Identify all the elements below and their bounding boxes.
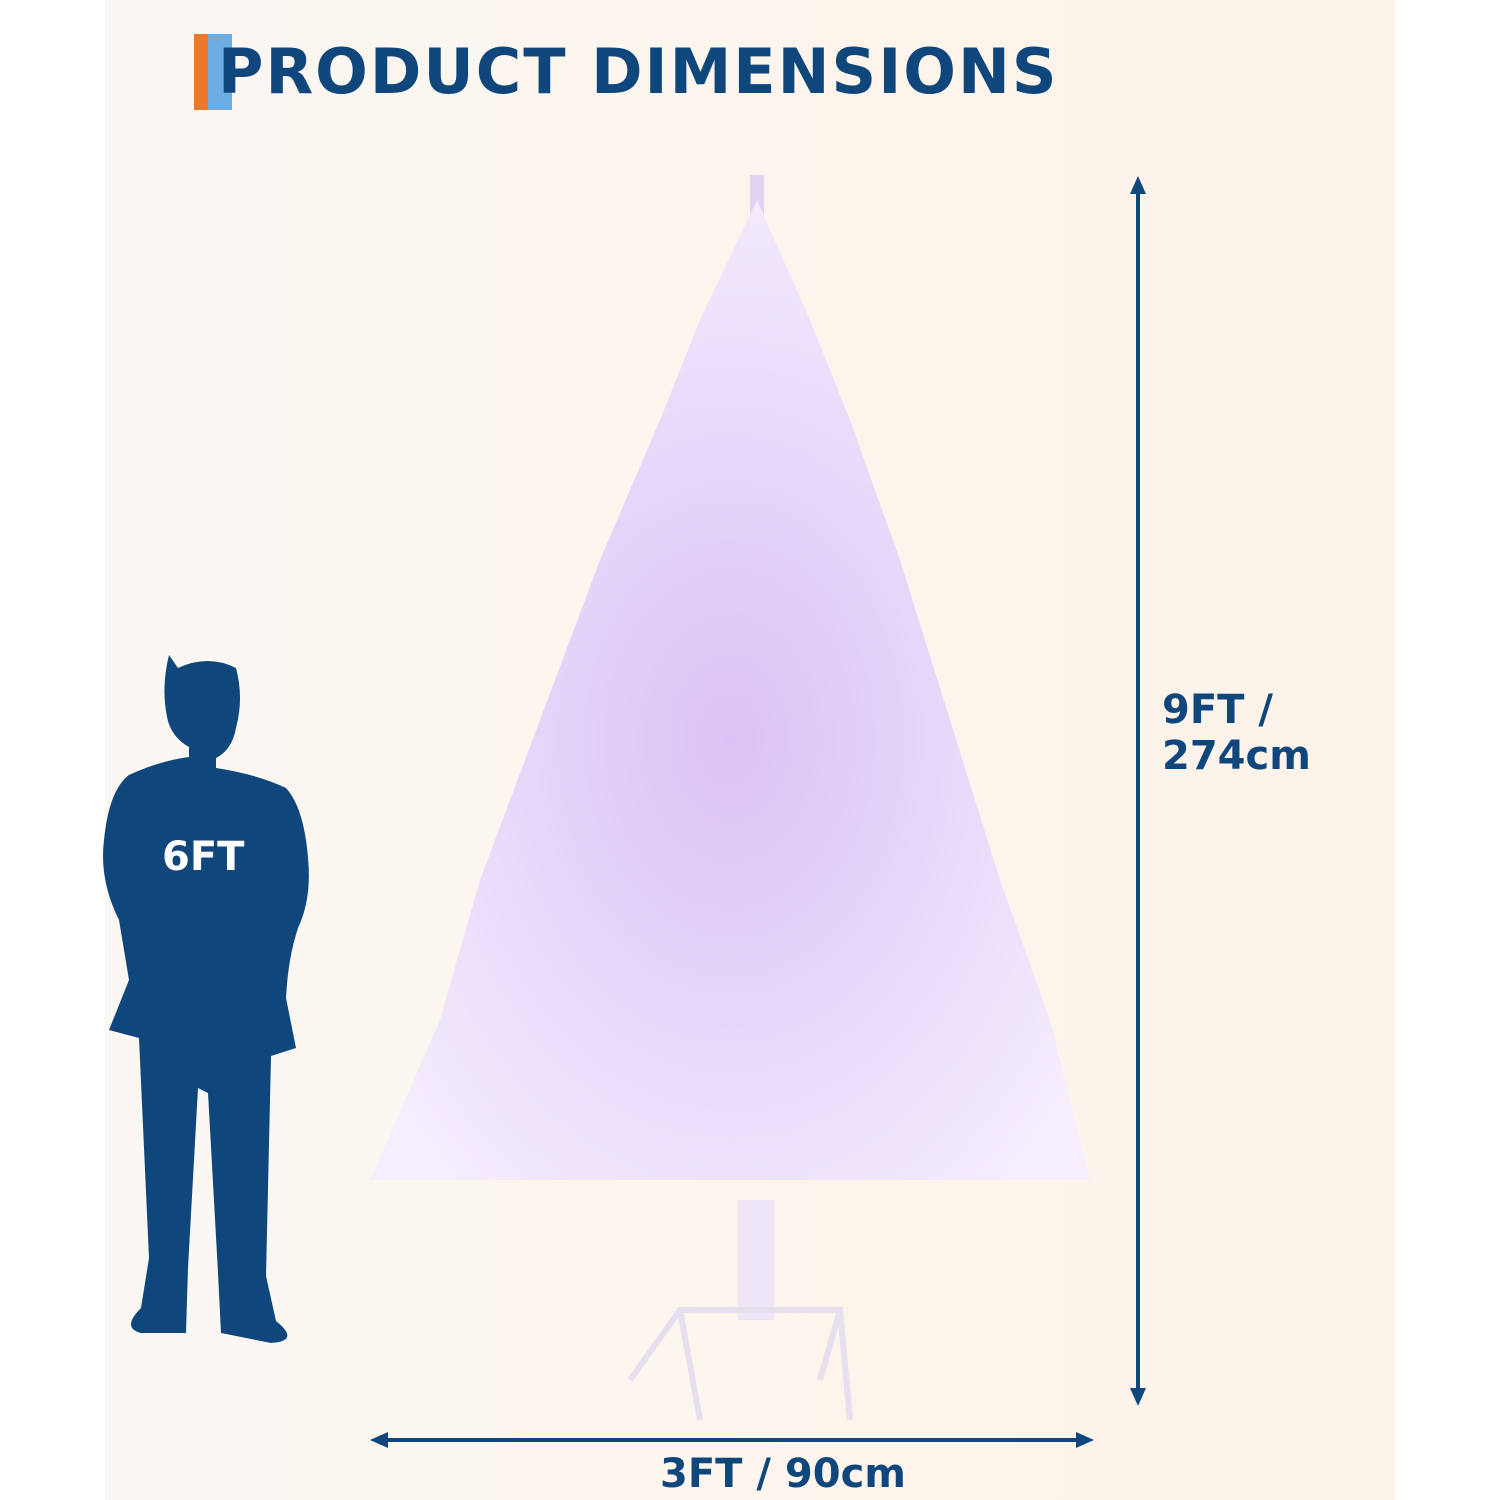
person-silhouette-icon	[103, 655, 309, 1343]
title-accent-blue	[208, 34, 232, 110]
page-title: PRODUCT DIMENSIONS	[218, 35, 1059, 108]
height-label-cm: 274cm	[1162, 733, 1311, 779]
width-label: 3FT / 90cm	[660, 1451, 906, 1497]
width-arrow	[370, 1432, 1094, 1448]
person-height-label: 6FT	[162, 834, 245, 880]
title-accent-orange	[194, 34, 208, 110]
christmas-tree-image	[370, 175, 1090, 1421]
height-arrow	[1130, 176, 1146, 1406]
height-label-ft: 9FT /	[1162, 687, 1273, 733]
